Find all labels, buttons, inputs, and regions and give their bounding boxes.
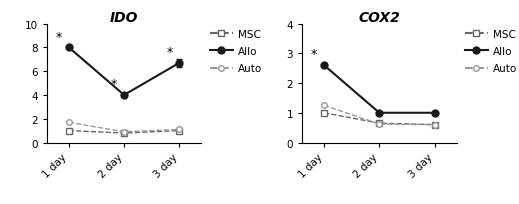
Title: COX2: COX2 bbox=[359, 11, 400, 24]
Text: *: * bbox=[166, 46, 172, 59]
Text: *: * bbox=[111, 78, 117, 91]
Legend: MSC, Allo, Auto: MSC, Allo, Auto bbox=[465, 30, 517, 74]
Text: *: * bbox=[56, 30, 62, 43]
Text: *: * bbox=[311, 48, 317, 61]
Title: IDO: IDO bbox=[110, 11, 138, 24]
Legend: MSC, Allo, Auto: MSC, Allo, Auto bbox=[210, 30, 262, 74]
